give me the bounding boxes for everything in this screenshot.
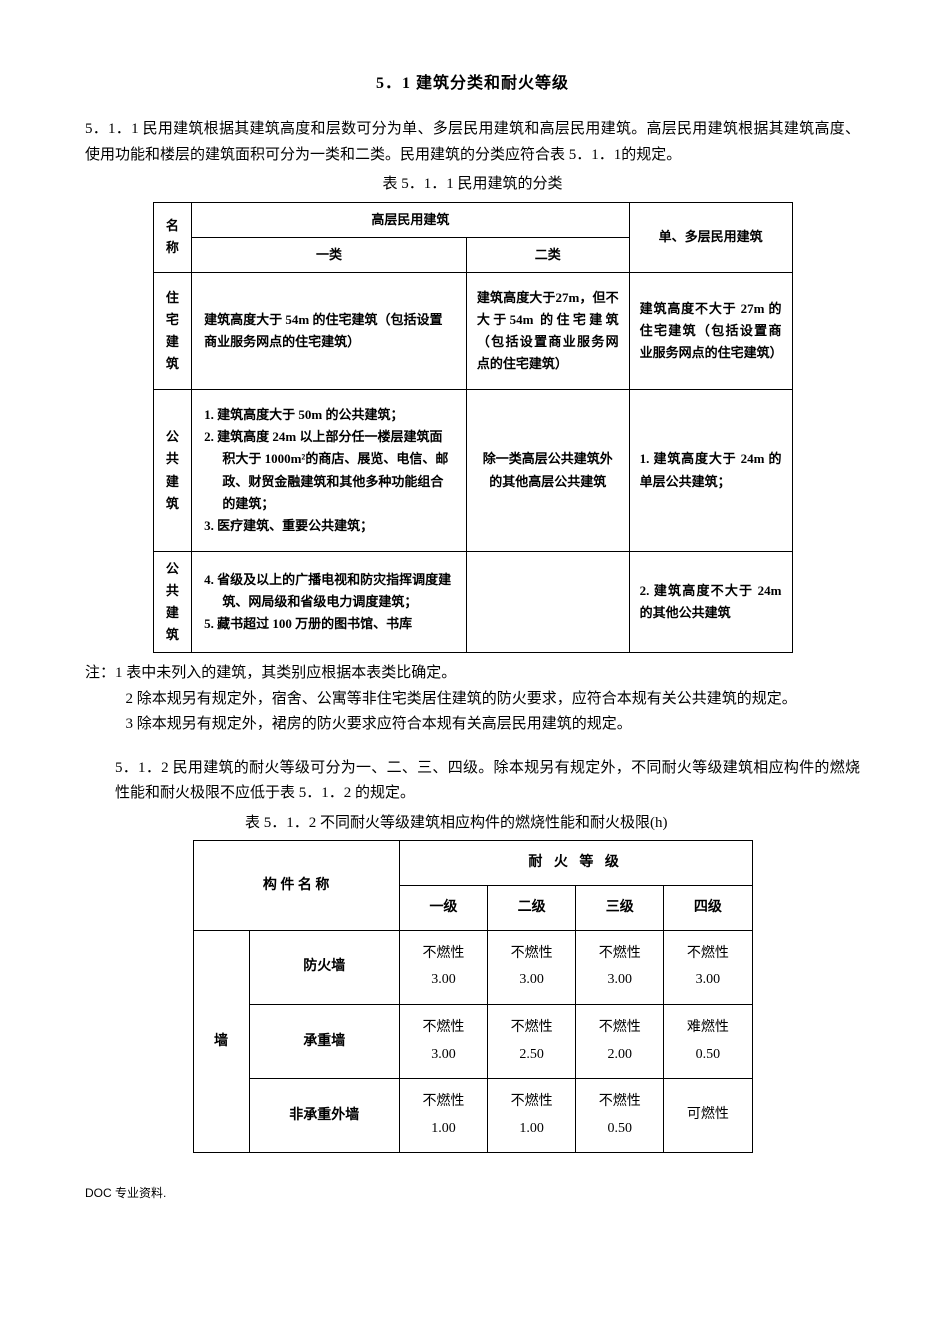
footer-text: DOC 专业资料. (85, 1183, 860, 1203)
t2-r2-v1: 不燃性3.00 (399, 1004, 487, 1078)
note-1: 注：1 表中未列入的建筑，其类别应根据本表类比确定。 (85, 661, 860, 687)
t1-row2-c1-l1: 1. 建筑高度大于 50m 的公共建筑； (204, 404, 454, 426)
t1-row2-c1: 1. 建筑高度大于 50m 的公共建筑； 2. 建筑高度 24m 以上部分任一楼… (192, 390, 467, 552)
table-2-caption: 表 5．1．2 不同耐火等级建筑相应构件的燃烧性能和耐火极限(h) (185, 811, 860, 837)
t1-row3-c3: 2. 建筑高度不大于 24m 的其他公共建筑 (629, 551, 792, 652)
t2-header-component: 构 件 名 称 (193, 841, 399, 931)
paragraph-5-1-2: 5．1．2 民用建筑的耐火等级可分为一、二、三、四级。除本规另有规定外，不同耐火… (85, 756, 860, 807)
t2-r3-v4: 可燃性 (664, 1079, 752, 1153)
t1-row2-name: 公共建筑 (153, 390, 192, 552)
t1-row2-c3: 1. 建筑高度大于 24m 的单层公共建筑； (629, 390, 792, 552)
table-1-caption: 表 5．1．1 民用建筑的分类 (85, 172, 860, 198)
table-building-classification: 名称 高层民用建筑 单、多层民用建筑 一类 二类 住宅建筑 建筑高度大于 54m… (153, 202, 793, 654)
t2-r3-v2: 不燃性1.00 (488, 1079, 576, 1153)
t1-row1-name: 住宅建筑 (153, 272, 192, 389)
t1-row3-c1-l1: 4. 省级及以上的广播电视和防灾指挥调度建筑、网局级和省级电力调度建筑； (204, 569, 454, 613)
note-3: 3 除本规另有规定外，裙房的防火要求应符合本规有关高层民用建筑的规定。 (85, 712, 860, 738)
t1-row1-c2: 建筑高度大于27m，但不大于54m 的住宅建筑（包括设置商业服务网点的住宅建筑） (466, 272, 629, 389)
t1-row3-c1-l2: 5. 藏书超过 100 万册的图书馆、书库 (204, 613, 454, 635)
t1-row3-c2 (466, 551, 629, 652)
note-2: 2 除本规另有规定外，宿舍、公寓等非住宅类居住建筑的防火要求，应符合本规有关公共… (85, 687, 860, 713)
t1-header-class2: 二类 (466, 237, 629, 272)
section-title: 5．1 建筑分类和耐火等级 (85, 70, 860, 97)
t1-row3-c1: 4. 省级及以上的广播电视和防灾指挥调度建筑、网局级和省级电力调度建筑； 5. … (192, 551, 467, 652)
t1-row1-c3: 建筑高度不大于 27m 的住宅建筑（包括设置商业服务网点的住宅建筑） (629, 272, 792, 389)
t2-r2-v3: 不燃性2.00 (576, 1004, 664, 1078)
t2-r2-v2: 不燃性2.50 (488, 1004, 576, 1078)
t2-header-l3: 三级 (576, 885, 664, 930)
t2-r1-v2: 不燃性3.00 (488, 930, 576, 1004)
t1-row1-c1: 建筑高度大于 54m 的住宅建筑（包括设置商业服务网点的住宅建筑） (192, 272, 467, 389)
table-fire-resistance: 构 件 名 称 耐 火 等 级 一级 二级 三级 四级 墙 防火墙 不燃性3.0… (193, 840, 753, 1153)
paragraph-5-1-1: 5．1．1 民用建筑根据其建筑高度和层数可分为单、多层民用建筑和高层民用建筑。高… (85, 117, 860, 168)
t2-r1-v1: 不燃性3.00 (399, 930, 487, 1004)
t2-r2-name: 承重墙 (249, 1004, 399, 1078)
t2-header-l1: 一级 (399, 885, 487, 930)
t2-r3-v3: 不燃性0.50 (576, 1079, 664, 1153)
t2-header-l4: 四级 (664, 885, 752, 930)
t1-header-lowmid: 单、多层民用建筑 (629, 202, 792, 272)
t1-row2-c2: 除一类高层公共建筑外的其他高层公共建筑 (466, 390, 629, 552)
t2-r1-v4: 不燃性3.00 (664, 930, 752, 1004)
t2-header-l2: 二级 (488, 885, 576, 930)
t2-header-level: 耐 火 等 级 (399, 841, 752, 886)
t1-header-name: 名称 (153, 202, 192, 272)
t1-row2-c1-l2: 2. 建筑高度 24m 以上部分任一楼层建筑面积大于 1000m²的商店、展览、… (204, 426, 454, 514)
t2-r1-name: 防火墙 (249, 930, 399, 1004)
t2-category-wall: 墙 (193, 930, 249, 1153)
t1-header-highrise: 高层民用建筑 (192, 202, 630, 237)
t1-header-class1: 一类 (192, 237, 467, 272)
t2-r1-v3: 不燃性3.00 (576, 930, 664, 1004)
t1-row3-name: 公共建筑 (153, 551, 192, 652)
notes-block: 注：1 表中未列入的建筑，其类别应根据本表类比确定。 2 除本规另有规定外，宿舍… (85, 661, 860, 738)
t2-r2-v4: 难燃性0.50 (664, 1004, 752, 1078)
t2-r3-v1: 不燃性1.00 (399, 1079, 487, 1153)
t2-r3-name: 非承重外墙 (249, 1079, 399, 1153)
t1-row2-c1-l3: 3. 医疗建筑、重要公共建筑； (204, 515, 454, 537)
